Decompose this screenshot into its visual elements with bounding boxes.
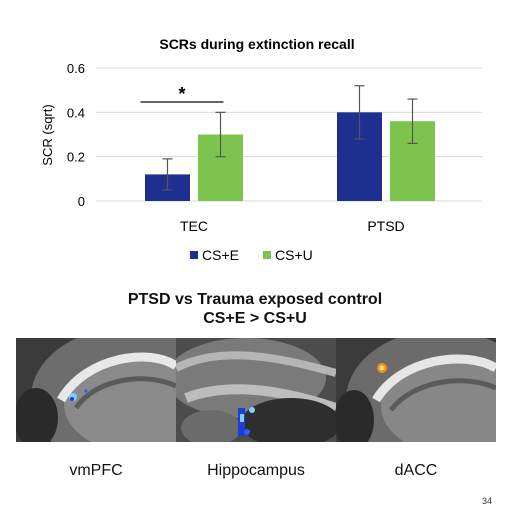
slide-number: 34 (481, 496, 492, 506)
imaging-title-line1: PTSD vs Trauma exposed control (127, 291, 383, 308)
category-label: PTSD (367, 218, 404, 234)
significance-annotation: * (140, 84, 224, 104)
legend-swatch (190, 251, 198, 259)
scr-bar-chart: SCRs during extinction recall 0 0.2 0.4 0.6… (40, 36, 482, 263)
coronal-brain-slice-icon (176, 338, 336, 442)
chart-title: SCRs during extinction recall (159, 36, 354, 52)
y-tick-labels: 0 0.2 0.4 0.6 (67, 61, 85, 209)
category-labels: TEC PTSD (180, 218, 405, 234)
significance-star: * (178, 84, 185, 104)
sagittal-brain-slice-icon (16, 338, 176, 442)
vmpfc-brain-image (16, 338, 176, 442)
bars-layer (145, 85, 435, 201)
imaging-title-line2: CS+E > CS+U (203, 310, 307, 327)
hippocampus-label: Hippocampus (207, 462, 305, 479)
legend-label: CS+E (202, 247, 239, 263)
y-tick-label: 0.6 (67, 61, 85, 76)
dacc-brain-image (336, 338, 496, 442)
vmpfc-label: vmPFC (69, 462, 123, 479)
y-tick-label: 0.2 (67, 150, 85, 165)
y-axis-label: SCR (sqrt) (40, 104, 55, 165)
hippocampus-brain-image (176, 338, 336, 442)
legend-swatch (263, 251, 271, 259)
sagittal-brain-slice-icon (336, 338, 496, 442)
y-tick-label: 0 (78, 194, 85, 209)
legend-label: CS+U (275, 247, 313, 263)
category-label: TEC (180, 218, 208, 234)
y-tick-label: 0.4 (67, 105, 85, 120)
legend: CS+E CS+U (190, 247, 313, 263)
dacc-label: dACC (394, 462, 438, 479)
